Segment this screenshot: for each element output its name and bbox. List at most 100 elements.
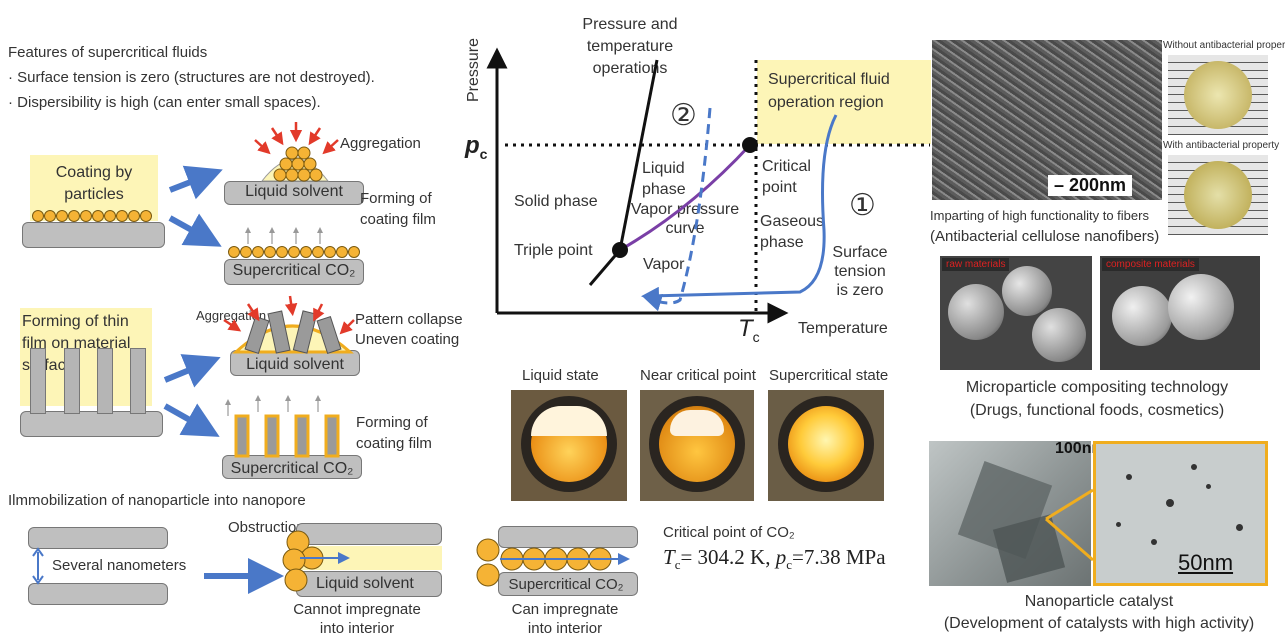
vapor-label: Vapor [643, 256, 685, 273]
path-2-dashed [643, 107, 712, 312]
surface-tension-label: Surface tension is zero [832, 244, 888, 299]
liquid-state-photo [511, 390, 627, 501]
thinfilm-forming-label: Forming of coating film [356, 414, 432, 452]
critical-point-title: Critical point of CO₂ [663, 524, 795, 541]
pillar [130, 348, 146, 414]
vapor-pressure-curve [619, 143, 752, 252]
state-label-near-critical: Near critical point [640, 367, 756, 384]
coating-supercritical-label: Supercritical CO₂ [232, 262, 356, 279]
raw-materials-tag: raw materials [942, 258, 1010, 271]
features-bullet-2: · Dispersibility is high (can enter smal… [8, 94, 321, 111]
nanopore-liquid-bottom-plate [296, 571, 442, 597]
nanopore-sc-top-plate [498, 526, 638, 548]
coating-supercritical-plate [224, 259, 364, 285]
with-antibacterial-label: With antibacterial property [1163, 140, 1280, 151]
without-antibacterial-label: Without antibacterial property [1163, 40, 1285, 51]
path-2-number: ② [670, 99, 697, 132]
temperature-axis-label: Temperature [798, 320, 888, 337]
gaseous-phase-label: Gaseous phase [760, 213, 825, 251]
path-1-solid [641, 114, 838, 305]
liquid-phase-label: Liquid phase [642, 160, 686, 198]
nanopore-cannot-label: Cannot impregnate into interior [293, 601, 421, 637]
critical-point-values: Tc= 304.2 K, pc=7.38 MPa [663, 545, 886, 573]
thinfilm-red-arrows [223, 295, 355, 335]
tem-zoom-image: 50nm [1093, 441, 1268, 586]
collapsed-pillars [244, 310, 342, 354]
nanofiber-sem-image: – 200nm [932, 40, 1162, 200]
thinfilm-gray-arrows [225, 395, 321, 416]
coated-pillars [234, 414, 340, 458]
coating-gray-arrows [245, 227, 323, 244]
coating-film-particles [228, 246, 360, 258]
state-label-liquid: Liquid state [522, 367, 599, 384]
dish-with-photo [1168, 155, 1268, 235]
obstruction-particles [282, 530, 324, 592]
thinfilm-supercritical-label: Supercritical CO₂ [231, 460, 354, 477]
thinfilm-supercritical-plate [222, 455, 362, 479]
coating-forming-label: Forming of coating film [360, 190, 436, 228]
nanopore-plate-top [28, 527, 168, 549]
coating-red-arrows [254, 122, 339, 155]
nano-caption-1: Nanoparticle catalyst [1024, 593, 1174, 610]
supercritical-region [757, 60, 931, 144]
nanopore-can-label: Can impregnate into interior [511, 601, 619, 637]
micro-caption-1: Microparticle compositing technology [965, 379, 1229, 396]
nanopore-sc-label: Supercritical CO₂ [508, 576, 623, 593]
aggregated-particles [273, 146, 323, 182]
nano-caption-2: (Development of catalysts with high acti… [943, 615, 1255, 632]
features-bullet-1: · Surface tension is zero (structures ar… [8, 69, 375, 86]
vapor-pressure-label: Vapor pressure curve [630, 201, 740, 237]
triple-point-label: Triple point [514, 242, 593, 259]
critical-point-label: Critical point [762, 158, 811, 196]
nanopore-several-label: Several nanometers [52, 557, 187, 574]
coating-liquid-solvent-label: Liquid solvent [245, 183, 343, 200]
near-critical-photo [640, 390, 754, 501]
coating-box-label: Coating by particles [55, 164, 133, 203]
pc-label: pc [465, 132, 488, 162]
scale-200nm: – 200nm [1048, 175, 1133, 196]
critical-point-marker [742, 137, 758, 153]
sc-label-bg [500, 574, 632, 594]
triple-point-marker [612, 242, 628, 258]
supercritical-region-label: Supercritical fluid operation region [768, 71, 890, 111]
fibers-caption-1: Imparting of high functionality to fiber… [930, 208, 1149, 223]
coating-substrate [22, 222, 165, 248]
coating-particles-row [32, 210, 152, 222]
features-title: Features of supercritical fluids [8, 44, 208, 61]
catalyst-callout-top [1045, 488, 1094, 521]
state-label-supercritical: Supercritical state [769, 367, 889, 384]
micro-caption-2: (Drugs, functional foods, cosmetics) [969, 402, 1225, 419]
nanopore-plate-bottom [28, 583, 168, 605]
composite-materials-tag: composite materials [1102, 258, 1199, 271]
fibers-caption-2: (Antibacterial cellulose nanofibers) [930, 228, 1160, 245]
tc-label: Tc [738, 315, 760, 345]
melting-curve [618, 59, 659, 251]
thinfilm-liquid-label: Liquid solvent [246, 356, 344, 373]
several-nm-arrow [32, 547, 44, 585]
dish-without-photo [1168, 55, 1268, 135]
thinfilm-box-label: Forming of thin film on material surface [22, 313, 131, 374]
tem-overview-image [929, 441, 1091, 586]
coating-blue-arrows [168, 165, 223, 247]
supercritical-state-photo [768, 390, 884, 501]
thinfilm-liquid-plate [230, 350, 360, 376]
path-1-number: ① [849, 189, 876, 222]
thinfilm-blue-arrows [163, 354, 221, 437]
pillar [97, 348, 113, 414]
raw-materials-sem: raw materials [940, 256, 1092, 370]
thinfilm-pattern-collapse-label: Pattern collapse Uneven coating [355, 311, 463, 348]
coating-aggregation-label: Aggregation [340, 135, 421, 152]
coating-highlight-box [30, 155, 158, 221]
pillar [64, 348, 80, 414]
nanopore-liquid-label: Liquid solvent [316, 575, 414, 592]
scale-50nm: 50nm [1178, 550, 1234, 575]
nanopore-obstruction-label: Obstruction [228, 519, 305, 536]
solid-phase-label: Solid phase [514, 193, 598, 210]
catalyst-callout-bottom [1045, 517, 1094, 562]
composite-materials-sem: composite materials [1100, 256, 1260, 370]
phase-top-label: Pressure and temperature operations [582, 16, 678, 77]
pillar [30, 348, 46, 414]
thinfilm-substrate [20, 411, 163, 437]
nanopore-title: Ilmmobilization of nanoparticle into nan… [8, 492, 306, 509]
